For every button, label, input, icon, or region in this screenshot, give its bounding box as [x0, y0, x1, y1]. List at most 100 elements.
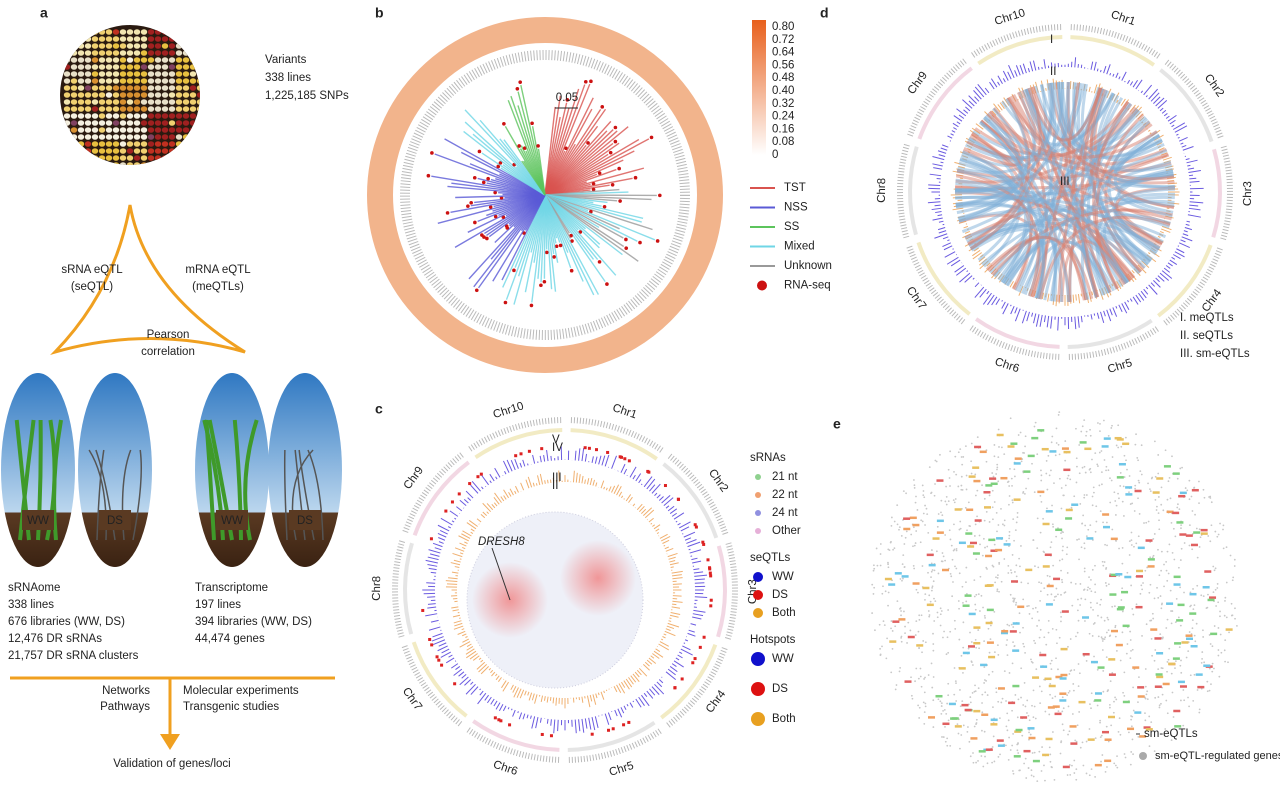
gene-node — [930, 562, 933, 565]
gene-node — [949, 450, 952, 453]
track-bar — [641, 508, 647, 514]
kernel — [182, 113, 190, 119]
track-bar — [672, 600, 683, 603]
kernel — [63, 71, 71, 77]
label: 1,225,185 SNPs — [265, 90, 349, 102]
track-bar — [464, 541, 468, 544]
gene-node — [1003, 453, 1006, 455]
track-bar — [623, 680, 630, 690]
gene-node — [992, 735, 995, 738]
track-bar — [669, 666, 678, 672]
track-bar — [693, 568, 700, 571]
kernel — [84, 50, 92, 56]
gene-node — [934, 459, 937, 462]
track-bar — [1149, 132, 1152, 135]
label: 12,476 DR sRNAs — [8, 633, 102, 645]
gene-node — [1161, 637, 1164, 640]
gene-node — [873, 586, 876, 589]
heat-ring — [400, 50, 690, 340]
track-bar — [451, 520, 455, 523]
gene-node — [924, 524, 926, 526]
track-bar — [991, 296, 998, 306]
track-bar — [630, 675, 637, 683]
track-bar — [430, 571, 437, 574]
track-bar — [493, 700, 498, 707]
gene-node — [1223, 614, 1226, 617]
track-bar — [498, 704, 504, 712]
kernel — [98, 36, 106, 42]
gene-node — [1161, 667, 1164, 670]
kernel — [189, 57, 197, 63]
gene-node — [1070, 581, 1073, 584]
gene-node — [1023, 682, 1026, 684]
eqtl-node — [1009, 630, 1017, 633]
gene-node — [1200, 661, 1203, 664]
gene-node — [919, 675, 922, 678]
gene-node — [962, 456, 965, 458]
gene-node — [915, 530, 918, 532]
gene-node — [1173, 558, 1176, 561]
track-bar — [687, 632, 696, 637]
track-bar — [462, 530, 472, 537]
gene-node — [1236, 624, 1238, 627]
track-bar — [632, 503, 636, 507]
gene-node — [1188, 524, 1191, 527]
track-bar — [638, 667, 648, 677]
gene-node — [1077, 619, 1080, 622]
track-bar — [581, 475, 584, 484]
track-bar — [451, 571, 459, 574]
gene-node — [1102, 690, 1105, 693]
eqtl-node — [1008, 701, 1016, 705]
gene-node — [965, 566, 968, 569]
track-bar — [462, 546, 466, 550]
track-bar — [1008, 64, 1015, 79]
gene-node — [1007, 758, 1010, 761]
gene-node — [1163, 563, 1165, 566]
gene-node — [1181, 466, 1183, 469]
track-bar — [964, 230, 971, 234]
eqtl-node — [1185, 637, 1193, 641]
kernel — [189, 64, 197, 70]
gene-node — [1214, 567, 1217, 570]
kernel — [168, 85, 176, 91]
track-bar — [1180, 142, 1184, 145]
gene-node — [924, 641, 927, 644]
gene-node — [948, 477, 951, 479]
gene-node — [947, 500, 950, 503]
track-bar — [644, 509, 655, 519]
gene-node — [964, 445, 967, 448]
track-bar — [495, 702, 501, 710]
gene-node — [978, 647, 981, 650]
kernel — [196, 134, 200, 140]
kernel — [98, 50, 106, 56]
track-bar — [468, 520, 478, 527]
gene-node — [962, 621, 965, 624]
gene-node — [992, 706, 994, 709]
eqtl-node — [1037, 490, 1045, 494]
legend-swatch — [753, 590, 763, 600]
gene-node — [996, 463, 999, 466]
track-bar — [1131, 269, 1135, 274]
gene-node — [1085, 772, 1088, 775]
gene-node — [1198, 711, 1201, 714]
kernel — [182, 148, 190, 154]
track-bar — [506, 459, 513, 472]
gene-node — [1153, 659, 1156, 662]
kernel — [91, 141, 99, 147]
kernel — [154, 92, 162, 98]
gene-node — [1049, 760, 1052, 763]
gene-node — [1099, 721, 1101, 724]
gene-node — [1058, 453, 1061, 456]
eqtl-node — [1086, 537, 1094, 540]
gene-node — [1138, 676, 1140, 679]
gene-node — [1118, 497, 1120, 500]
gene-node — [970, 660, 973, 663]
gene-node — [932, 580, 935, 583]
gene-node — [1122, 691, 1124, 694]
gene-node — [1189, 674, 1192, 677]
kernel — [154, 57, 162, 63]
track-bar — [440, 517, 453, 526]
gene-node — [1010, 623, 1013, 626]
gene-node — [1180, 524, 1183, 527]
gene-node — [1023, 492, 1026, 495]
